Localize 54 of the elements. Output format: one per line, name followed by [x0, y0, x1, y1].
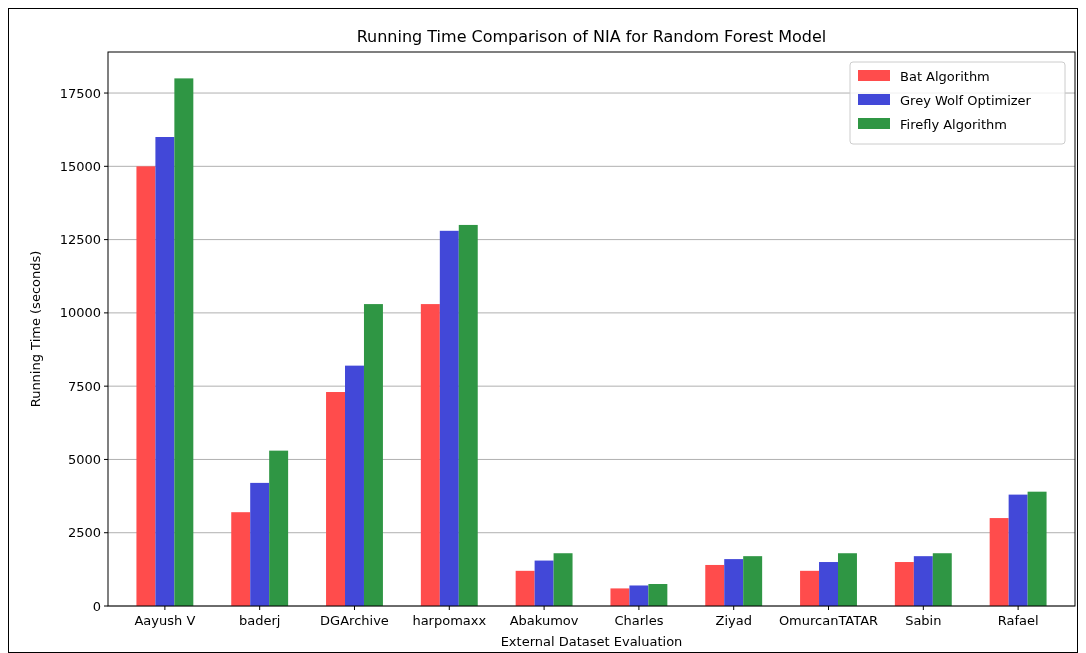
x-tick-label: Aayush V [134, 613, 196, 628]
legend-label: Bat Algorithm [900, 68, 990, 84]
bar [819, 562, 838, 606]
y-tick-label: 0 [92, 598, 101, 614]
x-tick-label: Rafael [997, 613, 1039, 628]
x-tick-label: harpomaxx [412, 613, 487, 628]
bar [1027, 491, 1047, 606]
bar [913, 556, 933, 606]
bar [610, 588, 630, 606]
bar [932, 553, 952, 606]
bar [326, 392, 346, 606]
bar [534, 560, 554, 606]
legend-label: Grey Wolf Optimizer [900, 92, 1032, 108]
x-tick-label: DGArchive [320, 613, 389, 628]
bar [724, 559, 744, 606]
bar [800, 570, 820, 606]
bar [705, 564, 725, 606]
x-tick-label: Charles [614, 613, 664, 628]
y-tick-label: 2500 [67, 525, 101, 541]
bar [363, 304, 383, 606]
bar [458, 224, 478, 606]
x-axis-title: External Dataset Evaluation [500, 634, 683, 649]
y-tick-label: 10000 [59, 305, 101, 321]
bar [231, 512, 251, 606]
bar [439, 230, 459, 606]
bar [1008, 494, 1028, 606]
y-tick-label: 17500 [59, 85, 101, 101]
bar [894, 562, 914, 606]
x-tick-label: OmurcanTATAR [778, 613, 879, 628]
bar [250, 482, 270, 606]
y-tick-label: 5000 [67, 451, 101, 467]
bar [743, 556, 763, 606]
bar [345, 365, 364, 606]
bar [515, 570, 535, 606]
bar [420, 304, 440, 606]
bar [553, 553, 573, 606]
bar [136, 166, 156, 606]
bar [629, 585, 649, 606]
bar [648, 584, 668, 606]
bar [269, 450, 289, 606]
chart-title: Running Time Comparison of NIA for Random Forest Model [356, 27, 827, 46]
x-tick-label: Sabin [905, 613, 942, 628]
y-axis-title: Running Time (seconds) [28, 250, 43, 408]
bar [837, 553, 857, 606]
bar [174, 78, 194, 606]
bar [155, 137, 175, 606]
x-tick-label: baderj [238, 613, 281, 628]
y-tick-label: 12500 [59, 232, 101, 248]
x-tick-label: Abakumov [509, 613, 579, 628]
y-tick-label: 7500 [67, 378, 101, 394]
legend-label: Firefly Algorithm [900, 116, 1007, 132]
y-tick-label: 15000 [59, 158, 101, 174]
x-tick-label: Ziyad [715, 613, 752, 628]
bar [989, 518, 1009, 606]
